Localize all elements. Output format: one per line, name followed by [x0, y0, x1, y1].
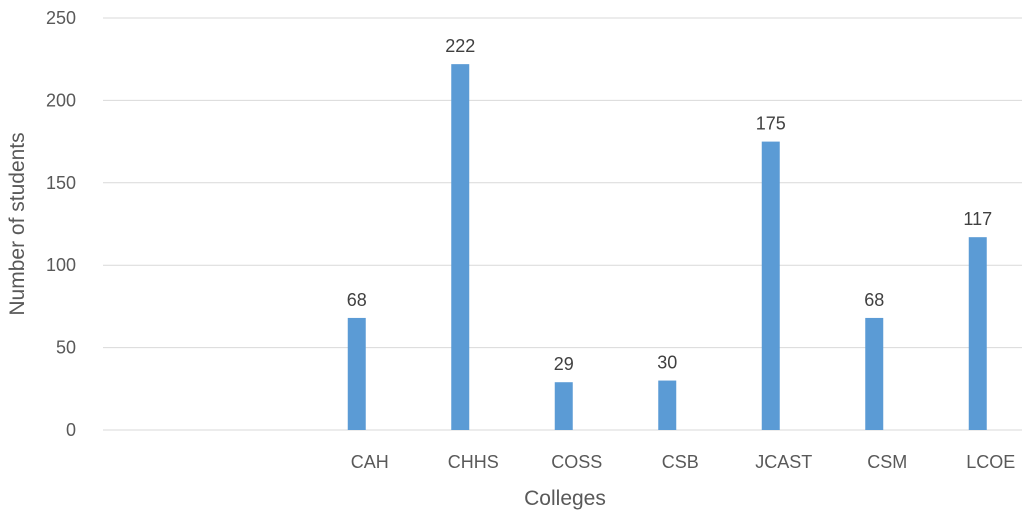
- x-tick-label: CHHS: [448, 452, 499, 472]
- x-tick-label: JCAST: [755, 452, 812, 472]
- bar: [554, 382, 573, 430]
- bar: [761, 141, 780, 430]
- x-tick-label: COSS: [551, 452, 602, 472]
- x-tick-label: LCOE: [966, 452, 1015, 472]
- data-label: 29: [554, 354, 574, 374]
- bar: [865, 317, 884, 430]
- data-label: 222: [445, 36, 475, 56]
- bars: [347, 64, 987, 431]
- data-label: 68: [864, 290, 884, 310]
- bar: [347, 317, 366, 430]
- y-tick-label: 200: [46, 90, 76, 110]
- y-tick-label: 0: [66, 420, 76, 440]
- y-tick-label: 250: [46, 8, 76, 28]
- data-labels: 68 222 29 30 175 68 117: [347, 36, 992, 374]
- data-label: 68: [347, 290, 367, 310]
- y-tick-label: 100: [46, 255, 76, 275]
- data-label: 30: [657, 353, 677, 373]
- x-axis-title: Colleges: [524, 487, 606, 510]
- y-axis-ticks: 0 50 100 150 200 250: [46, 8, 76, 440]
- x-tick-label: CAH: [351, 452, 389, 472]
- data-label: 175: [756, 114, 786, 134]
- x-tick-label: CSB: [662, 452, 699, 472]
- y-tick-label: 150: [46, 173, 76, 193]
- bar: [451, 64, 470, 431]
- data-label: 117: [963, 209, 992, 229]
- bar: [968, 237, 987, 430]
- x-tick-label: CSM: [867, 452, 907, 472]
- bar: [658, 380, 677, 430]
- x-axis-ticks: CAH CHHS COSS CSB JCAST CSM LCOE: [351, 452, 1016, 472]
- y-axis-title: Number of students: [6, 132, 29, 315]
- y-tick-label: 50: [56, 338, 76, 358]
